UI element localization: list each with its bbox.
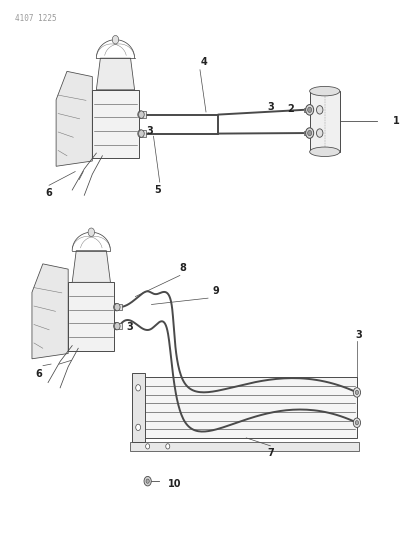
Text: 3: 3 [267, 102, 274, 112]
Circle shape [136, 424, 141, 431]
Circle shape [308, 107, 312, 112]
Circle shape [115, 322, 120, 330]
Circle shape [353, 418, 361, 427]
Bar [139, 111, 146, 118]
Text: 8: 8 [180, 263, 187, 273]
Circle shape [115, 305, 118, 309]
Circle shape [115, 325, 118, 328]
Text: 1: 1 [393, 116, 400, 126]
Circle shape [138, 130, 144, 138]
Text: 3: 3 [355, 330, 362, 341]
Circle shape [112, 36, 119, 44]
Circle shape [355, 421, 359, 425]
Circle shape [308, 131, 312, 136]
Bar [304, 131, 310, 135]
Circle shape [317, 129, 323, 138]
Ellipse shape [310, 147, 340, 157]
Circle shape [139, 111, 144, 118]
Circle shape [144, 477, 151, 486]
Text: 10: 10 [168, 479, 181, 489]
Circle shape [317, 106, 323, 114]
Bar [115, 323, 122, 329]
Circle shape [140, 132, 142, 135]
Circle shape [115, 303, 120, 311]
Bar [130, 442, 359, 451]
Text: 3: 3 [126, 322, 133, 333]
Polygon shape [96, 58, 135, 90]
Circle shape [114, 303, 119, 311]
Bar [115, 304, 122, 310]
Text: 7: 7 [267, 448, 274, 458]
Bar [304, 108, 310, 112]
Text: 4: 4 [201, 57, 207, 67]
Circle shape [146, 479, 149, 483]
Circle shape [355, 390, 359, 394]
Circle shape [140, 113, 142, 116]
Text: 2: 2 [287, 103, 294, 114]
Bar [92, 90, 139, 158]
Circle shape [166, 443, 170, 449]
Circle shape [146, 443, 150, 449]
Circle shape [136, 385, 141, 391]
Polygon shape [56, 71, 92, 166]
Bar [132, 373, 144, 442]
Text: 6: 6 [46, 189, 53, 198]
Bar [139, 131, 146, 137]
Circle shape [114, 322, 119, 330]
Polygon shape [32, 264, 68, 359]
Text: 4107 1225: 4107 1225 [15, 14, 56, 23]
Circle shape [139, 130, 144, 138]
Circle shape [88, 228, 95, 237]
Circle shape [138, 111, 144, 118]
Bar [135, 377, 357, 438]
Circle shape [353, 387, 361, 397]
Text: 6: 6 [35, 369, 42, 379]
Circle shape [306, 104, 314, 115]
Text: 9: 9 [212, 286, 219, 295]
Text: 5: 5 [154, 185, 161, 195]
Circle shape [306, 128, 314, 139]
Polygon shape [72, 251, 111, 282]
Ellipse shape [310, 86, 340, 96]
Bar [68, 282, 115, 351]
Text: 3: 3 [146, 126, 153, 136]
Bar [310, 91, 340, 152]
